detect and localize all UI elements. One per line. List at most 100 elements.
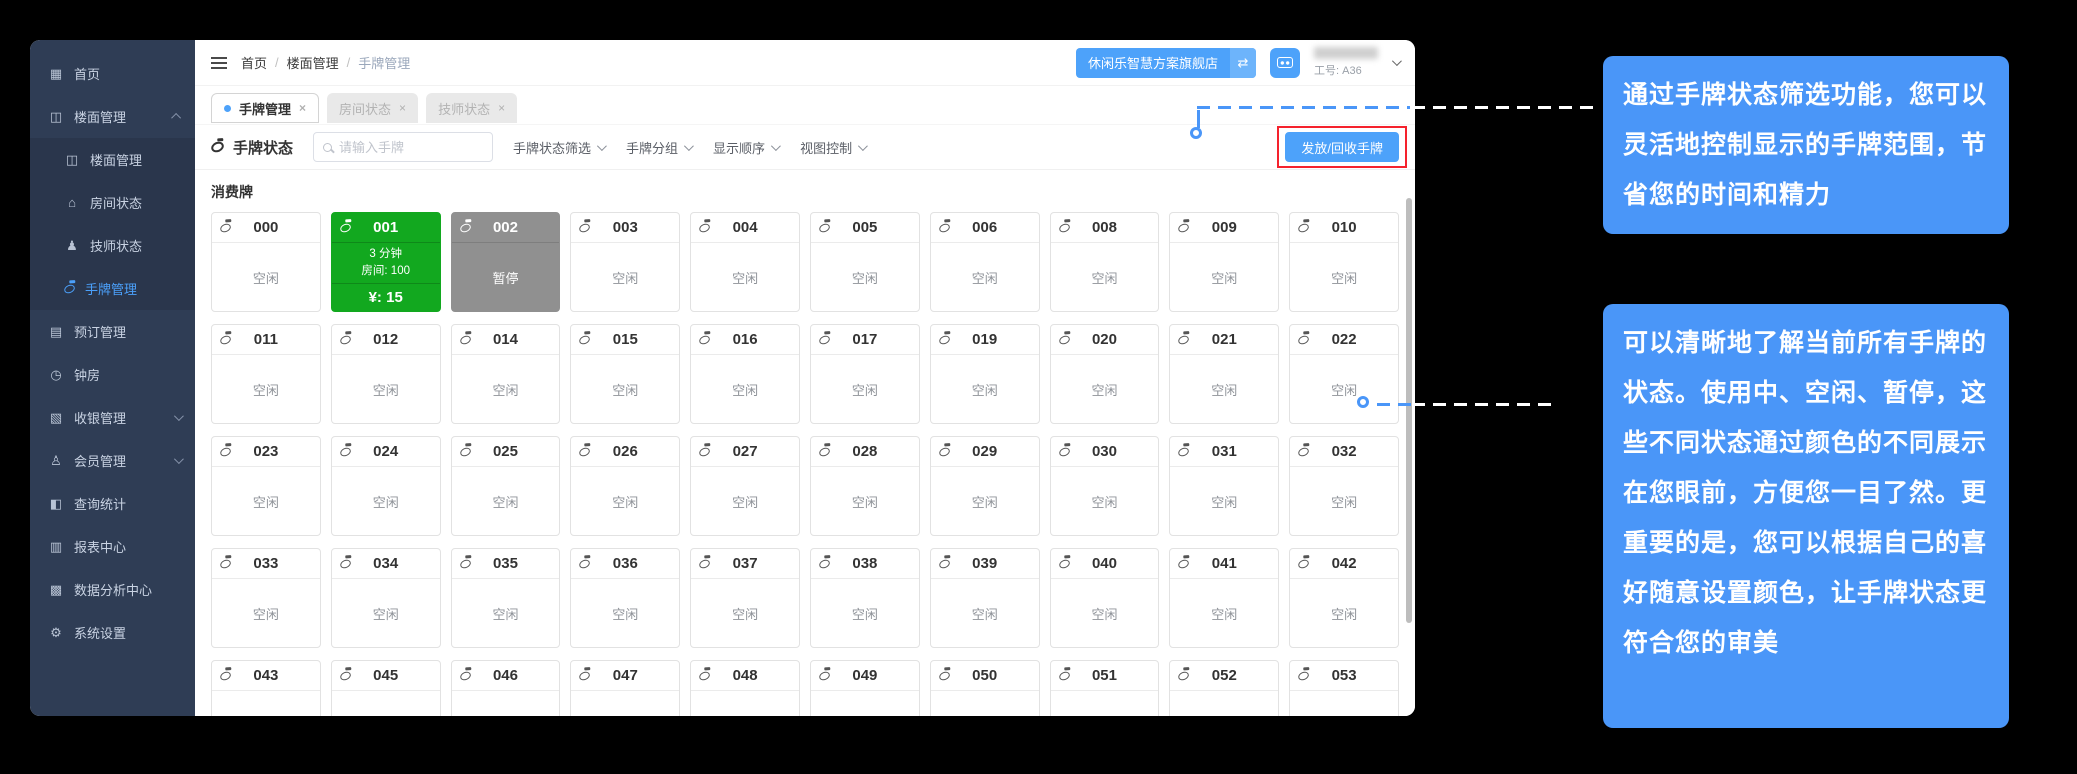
sidebar-item-settings[interactable]: ⚙ 系统设置 <box>30 611 195 654</box>
sidebar-item-query-stats[interactable]: ◧ 查询统计 <box>30 482 195 525</box>
store-switch-icon[interactable]: ⇄ <box>1230 47 1256 78</box>
tag-card-048[interactable]: 048 <box>690 660 800 716</box>
sidebar-item-technician-status[interactable]: ♟ 技师状态 <box>30 224 195 267</box>
tag-card-040[interactable]: 040 空闲 <box>1049 548 1160 648</box>
tag-card-034[interactable]: 034 空闲 <box>330 548 441 648</box>
tag-number: 009 <box>1211 219 1237 236</box>
tag-card-028[interactable]: 028 空闲 <box>810 436 920 536</box>
filter-dropdown-视图控制[interactable]: 视图控制 <box>800 138 868 157</box>
tag-card-032[interactable]: 032 空闲 <box>1289 436 1399 536</box>
tag-card-053[interactable]: 053 <box>1289 660 1399 716</box>
tag-card-019[interactable]: 019 空闲 <box>929 324 1040 424</box>
tag-card-022[interactable]: 022 空闲 <box>1289 324 1399 424</box>
tag-icon <box>1057 333 1071 346</box>
sidebar-item-floor-management-sub[interactable]: ◫ 楼面管理 <box>30 138 195 181</box>
tag-card-017[interactable]: 017 空闲 <box>810 324 920 424</box>
tag-card-051[interactable]: 051 <box>1049 660 1160 716</box>
issue-recycle-tags-button[interactable]: 发放/回收手牌 <box>1285 132 1399 162</box>
tag-card-050[interactable]: 050 <box>929 660 1040 716</box>
menu-fold-icon[interactable] <box>211 56 227 69</box>
tag-card-035[interactable]: 035 空闲 <box>450 548 561 648</box>
tab-close-icon[interactable]: × <box>399 101 407 115</box>
tag-card-012[interactable]: 012 空闲 <box>330 324 441 424</box>
tag-card-049[interactable]: 049 <box>810 660 920 716</box>
tab-手牌管理[interactable]: 手牌管理 × <box>211 93 320 123</box>
tag-card-041[interactable]: 041 空闲 <box>1169 548 1280 648</box>
breadcrumb-home[interactable]: 首页 <box>241 56 268 71</box>
tag-card-010[interactable]: 010 空闲 <box>1289 212 1399 312</box>
tag-card-003[interactable]: 003 空闲 <box>570 212 681 312</box>
tag-icon <box>218 557 233 570</box>
tab-close-icon[interactable]: × <box>299 101 307 115</box>
tag-card-000[interactable]: 000 空闲 <box>211 212 321 312</box>
user-avatar[interactable] <box>1270 47 1300 78</box>
filter-dropdown-显示顺序[interactable]: 显示顺序 <box>713 138 781 157</box>
tag-card-033[interactable]: 033 空闲 <box>211 548 321 648</box>
tag-card-037[interactable]: 037 空闲 <box>690 548 800 648</box>
sidebar-item-clock-room[interactable]: ◷ 钟房 <box>30 353 195 396</box>
sidebar-item-booking[interactable]: ▤ 预订管理 <box>30 310 195 353</box>
tag-card-047[interactable]: 047 <box>570 660 681 716</box>
sidebar-item-tag-management[interactable]: 手牌管理 <box>30 267 195 310</box>
tag-card-021[interactable]: 021 空闲 <box>1169 324 1280 424</box>
tag-card-014[interactable]: 014 空闲 <box>450 324 561 424</box>
store-selector-button[interactable]: 休闲乐智慧方案旗舰店 ⇄ <box>1075 47 1256 78</box>
sidebar-item-room-status[interactable]: ⌂ 房间状态 <box>30 181 195 224</box>
sidebar-item-report-center[interactable]: ▥ 报表中心 <box>30 525 195 568</box>
sidebar-item-home[interactable]: ▦ 首页 <box>30 52 195 95</box>
tag-card-015[interactable]: 015 空闲 <box>570 324 681 424</box>
sidebar-item-cashier[interactable]: ▧ 收银管理 <box>30 396 195 439</box>
tag-card-001[interactable]: 001 3 分钟 房间: 100 ¥: 15 <box>330 212 441 312</box>
tag-number: 021 <box>1211 331 1237 348</box>
tag-card-043[interactable]: 043 <box>211 660 321 716</box>
chevron-down-icon <box>173 411 184 422</box>
tag-card-027[interactable]: 027 空闲 <box>690 436 800 536</box>
tag-card-042[interactable]: 042 空闲 <box>1289 548 1399 648</box>
tag-status-label: 空闲 <box>732 606 759 622</box>
tab-房间状态[interactable]: 房间状态 × <box>327 93 419 123</box>
tag-number: 047 <box>612 667 638 684</box>
tag-card-011[interactable]: 011 空闲 <box>211 324 321 424</box>
tag-card-023[interactable]: 023 空闲 <box>211 436 321 536</box>
tag-card-030[interactable]: 030 空闲 <box>1049 436 1160 536</box>
tag-card-006[interactable]: 006 空闲 <box>929 212 1040 312</box>
search-input[interactable] <box>339 139 484 155</box>
sidebar-item-data-center[interactable]: ▩ 数据分析中心 <box>30 568 195 611</box>
tag-card-009[interactable]: 009 空闲 <box>1169 212 1280 312</box>
tag-number: 025 <box>492 443 518 460</box>
tag-card-031[interactable]: 031 空闲 <box>1169 436 1280 536</box>
tag-card-045[interactable]: 045 <box>330 660 441 716</box>
tag-card-039[interactable]: 039 空闲 <box>929 548 1040 648</box>
tag-card-036[interactable]: 036 空闲 <box>570 548 681 648</box>
tag-card-008[interactable]: 008 空闲 <box>1049 212 1160 312</box>
tag-card-025[interactable]: 025 空闲 <box>450 436 561 536</box>
tag-card-header: 041 <box>1170 549 1279 579</box>
tag-card-body: 空闲 <box>691 467 799 535</box>
breadcrumb-floor[interactable]: 楼面管理 <box>286 56 339 71</box>
tag-card-004[interactable]: 004 空闲 <box>690 212 800 312</box>
filter-dropdown-手牌分组[interactable]: 手牌分组 <box>626 138 694 157</box>
user-menu-chevron-down-icon[interactable] <box>1391 56 1402 67</box>
sidebar-item-floor-management[interactable]: ◫ 楼面管理 <box>30 95 195 138</box>
tab-技师状态[interactable]: 技师状态 × <box>426 93 518 123</box>
tag-status-label: 空闲 <box>612 270 639 286</box>
tag-card-046[interactable]: 046 <box>450 660 561 716</box>
tag-card-005[interactable]: 005 空闲 <box>810 212 920 312</box>
tag-card-029[interactable]: 029 空闲 <box>929 436 1040 536</box>
filter-dropdown-手牌状态筛选[interactable]: 手牌状态筛选 <box>513 138 607 157</box>
tag-number: 023 <box>253 443 279 460</box>
tag-number: 024 <box>373 443 399 460</box>
tag-card-024[interactable]: 024 空闲 <box>330 436 441 536</box>
tag-card-026[interactable]: 026 空闲 <box>570 436 681 536</box>
tag-status-label: 空闲 <box>1091 494 1118 510</box>
tag-card-052[interactable]: 052 <box>1169 660 1280 716</box>
tag-card-002[interactable]: 002 暂停 <box>450 212 561 312</box>
tag-card-020[interactable]: 020 空闲 <box>1049 324 1160 424</box>
tab-close-icon[interactable]: × <box>498 101 506 115</box>
sidebar-item-member[interactable]: ♙ 会员管理 <box>30 439 195 482</box>
tag-card-body: 空闲 <box>571 579 679 647</box>
tag-card-016[interactable]: 016 空闲 <box>690 324 800 424</box>
scrollbar-thumb[interactable] <box>1406 198 1412 623</box>
tag-status-label: 空闲 <box>851 606 878 622</box>
tag-card-038[interactable]: 038 空闲 <box>810 548 920 648</box>
